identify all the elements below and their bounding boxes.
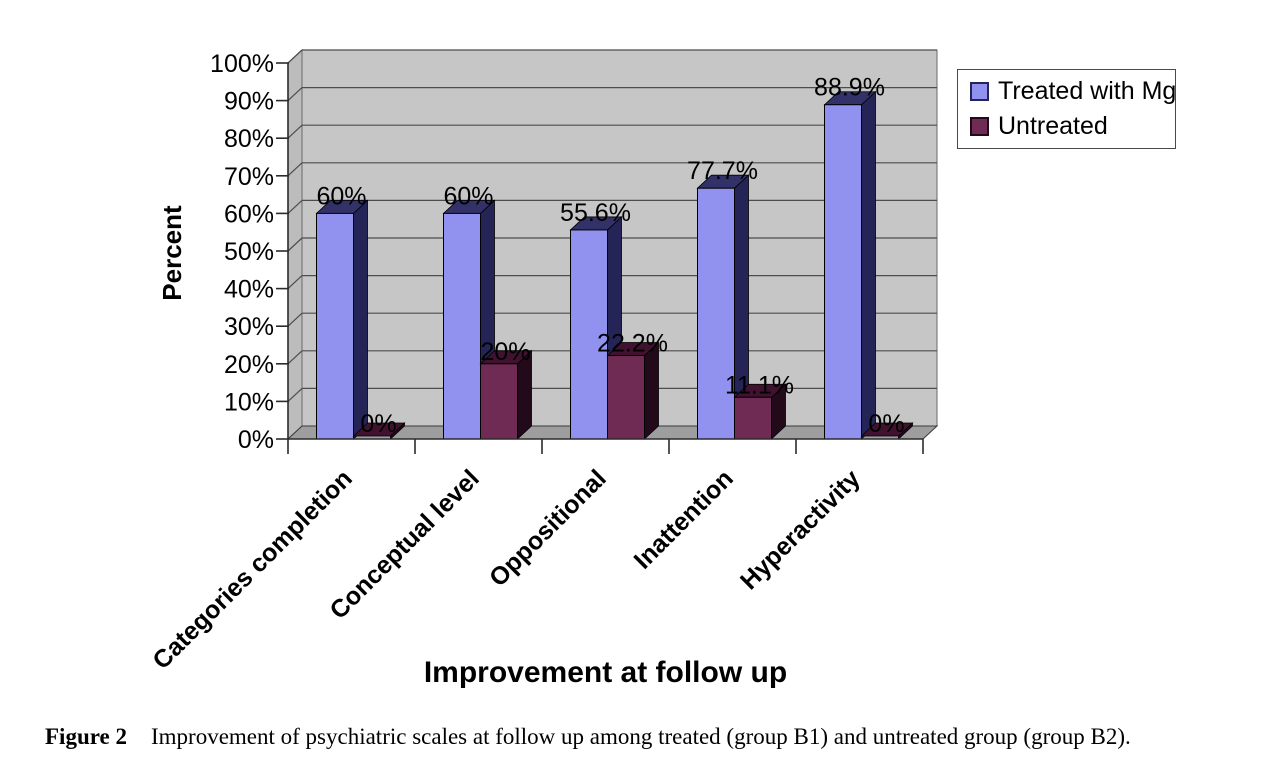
data-label-0-3: 77.7% (687, 157, 758, 185)
y-tick-label-1: 10% (224, 388, 274, 416)
x-axis-title: Improvement at follow up (423, 656, 788, 689)
y-tick-label-5: 50% (224, 238, 274, 266)
bar-0-0 (316, 212, 354, 440)
bar-0-2 (570, 229, 608, 440)
data-label-0-0: 60% (316, 182, 366, 210)
y-tick-label-10: 100% (210, 50, 274, 78)
x-category-label-0: Categories completion (147, 464, 357, 674)
data-label-0-1: 60% (443, 182, 493, 210)
gridline-connector (287, 49, 303, 64)
y-tick-label-7: 70% (224, 163, 274, 191)
y-tick-label-4: 40% (224, 276, 274, 304)
figure-caption-text: Improvement of psychiatric scales at fol… (150, 724, 1131, 749)
chart-legend: Treated with Mg Untreated (957, 69, 1176, 149)
bar-0-1 (443, 212, 481, 440)
legend-label-untreated: Untreated (998, 112, 1108, 141)
legend-entry-treated: Treated with Mg (970, 76, 1177, 106)
gridline-connector (287, 124, 303, 139)
bar-side-0-0 (353, 199, 368, 440)
legend-label-treated: Treated with Mg (998, 76, 1177, 105)
x-category-label-3: Inattention (629, 464, 739, 574)
bar-side-0-4 (861, 90, 876, 440)
y-tick-label-6: 60% (224, 200, 274, 228)
y-tick-label-8: 80% (224, 125, 274, 153)
data-label-1-4: 0% (868, 410, 904, 438)
gridline-connector (287, 312, 303, 327)
gridline-connector (287, 387, 303, 402)
bar-0-3 (697, 187, 735, 440)
bar-1-2 (607, 355, 645, 440)
y-tick-label-3: 30% (224, 313, 274, 341)
gridline-connector (287, 87, 303, 102)
bar-top-1-0 (352, 422, 406, 437)
bar-chart-canvas: 60% 0% 60% 20% 55.6% 22.2% 77.7% 11.1% 88.9% 0% 0%… (147, 48, 939, 675)
y-tick-label-2: 20% (224, 351, 274, 379)
data-label-0-2: 55.6% (560, 199, 631, 227)
data-label-0-4: 88.9% (814, 74, 885, 102)
data-label-1-3: 11.1% (725, 371, 794, 399)
data-label-1-1: 20% (480, 338, 530, 366)
gridline-connector (287, 275, 303, 290)
bar-1-3 (734, 396, 772, 440)
gridline-connector (287, 350, 303, 365)
data-label-1-2: 22.2% (597, 330, 668, 358)
bar-chart: 60% 0% 60% 20% 55.6% 22.2% 77.7% 11.1% 88.9% 0% 0%… (147, 48, 1176, 689)
y-tick-label-9: 90% (224, 88, 274, 116)
legend-entry-untreated: Untreated (970, 112, 1175, 141)
data-label-1-0: 0% (360, 410, 396, 438)
bar-top-1-4 (860, 422, 914, 437)
gridline-connector (287, 162, 303, 177)
y-tick-label-0: 0% (238, 426, 274, 454)
gridline-connector (287, 237, 303, 252)
figure-caption-label: Figure 2 (45, 724, 127, 749)
legend-swatch-treated-icon (970, 81, 989, 101)
x-category-label-4: Hyperactivity (735, 464, 866, 595)
bar-0-4 (824, 104, 862, 440)
legend-swatch-untreated-icon (970, 117, 989, 137)
bar-1-1 (480, 363, 518, 440)
y-axis-title: Percent (157, 205, 187, 301)
x-category-label-2: Oppositional (484, 464, 612, 592)
figure-caption: Figure 2 Improvement of psychiatric scale… (45, 724, 1240, 750)
gridline-connector (287, 199, 303, 214)
